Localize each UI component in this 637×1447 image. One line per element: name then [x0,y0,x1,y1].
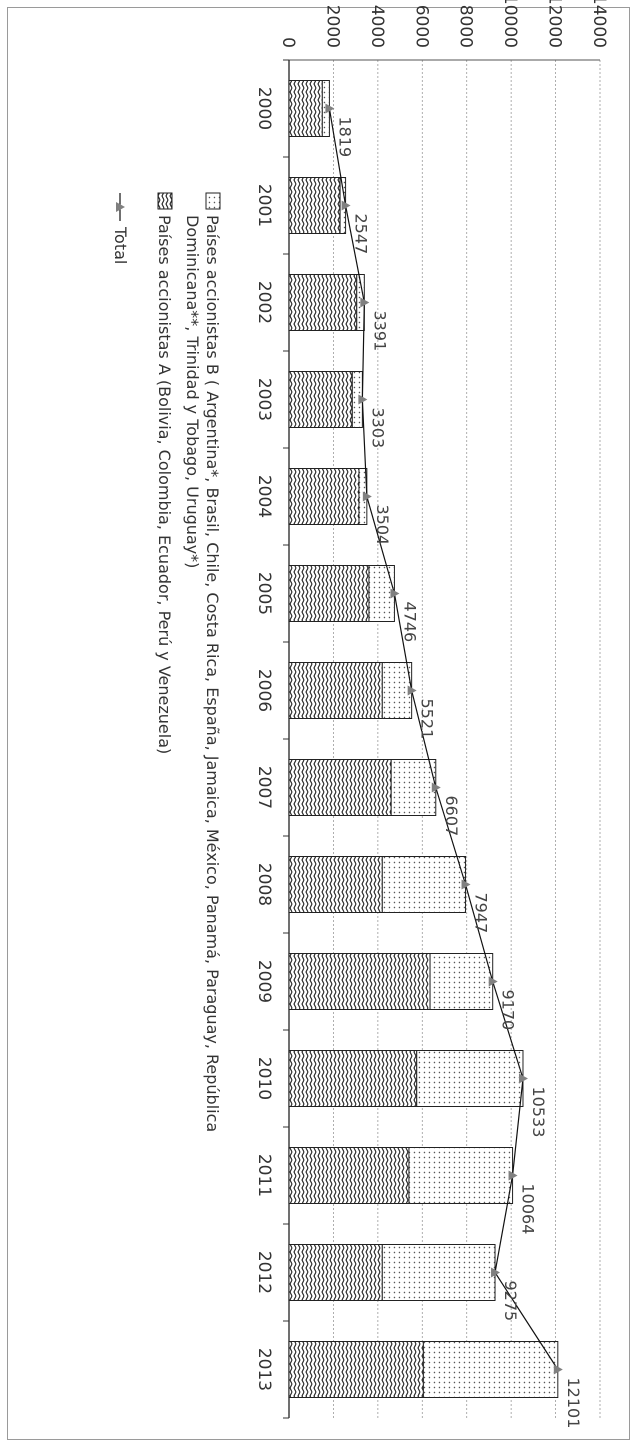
bar-a-2012 [288,1244,383,1301]
total-marker-2003 [358,394,368,405]
gridlines [333,60,601,1418]
data-label-2013: 12101 [564,1378,583,1429]
total-marker-2010 [518,1073,528,1084]
data-label-2000: 1819 [335,117,354,158]
y-tick-label-10000: 10000 [500,0,520,48]
bar-b-2013 [422,1341,559,1398]
data-label-2004: 3504 [373,505,392,546]
y-tick-label-8000: 8000 [456,5,476,48]
rotated-plot: 0 2000 4000 6000 8000 10000 12000 14000 2000 2001… [111,0,609,1428]
bar-b-2012 [381,1244,496,1301]
total-marker-2009 [488,976,498,987]
legend-text-dots-1: Dominicana**, Trinidad y Tobago, Uruguay… [183,215,202,568]
total-line-path [328,108,559,1370]
legend-swatch-dots [205,192,221,210]
total-marker-2004 [362,491,372,502]
data-label-2003: 3303 [368,408,387,449]
x-tick-label-2001: 2001 [254,184,274,227]
data-labels: 1819 2547 3391 3303 3504 4746 5521 6607 7947 9170… [335,117,582,1429]
legend-text-dots-0: Países accionistas B ( Argentina*, Brasi… [203,215,222,1132]
x-tick-label-2010: 2010 [254,1057,274,1100]
bar-b-2006 [381,662,413,719]
total-marker-2005 [390,588,400,599]
bar-a-2007 [288,759,392,816]
bar-a-2013 [288,1341,424,1398]
total-marker-2007 [431,782,441,793]
bar-a-2004 [288,468,360,525]
y-tick-label-12000: 12000 [545,0,565,48]
bar-b-2007 [390,759,437,816]
x-tick-label-2007: 2007 [254,766,274,809]
bar-a-2006 [288,662,383,719]
x-tick-label-2006: 2006 [254,669,274,712]
data-label-2008: 7947 [472,893,491,934]
x-tick-label-2000: 2000 [254,87,274,130]
total-marker-2001 [341,200,351,211]
bar-a-2010 [288,1050,418,1107]
y-tick-label-2000: 2000 [322,5,342,48]
total-line [325,103,563,1375]
data-label-2002: 3391 [370,311,389,352]
x-tick-label-2004: 2004 [254,475,274,518]
bar-a-2003 [288,371,353,428]
x-tick-label-2008: 2008 [254,863,274,906]
legend-marker-total [116,202,125,212]
bar-a-2002 [288,274,358,331]
y-tick-label-4000: 4000 [367,5,387,48]
total-marker-2006 [407,685,417,696]
legend-swatch-zigzag [157,192,173,210]
y-tick-label-0: 0 [278,37,298,48]
data-label-2006: 5521 [418,699,437,740]
x-tick-label-2012: 2012 [254,1251,274,1294]
bar-a-2009 [288,953,431,1010]
data-label-2010: 10533 [529,1087,548,1138]
x-tick-label-2002: 2002 [254,281,274,324]
data-label-2001: 2547 [352,214,371,255]
legend: Países accionistas B ( Argentina*, Brasi… [111,192,222,1132]
bar-b-2008 [381,856,467,913]
bar-a-2000 [288,80,323,137]
data-label-2009: 9170 [499,990,518,1031]
bar-a-2001 [288,177,341,234]
chart-frame [7,7,630,1440]
bar-b-2011 [408,1147,514,1204]
bar-b-2010 [416,1050,524,1107]
data-label-2012: 9275 [501,1281,520,1322]
bar-a-2008 [288,856,383,913]
total-marker-2008 [461,879,471,890]
total-marker-2002 [360,297,370,308]
x-tick-label-2005: 2005 [254,572,274,615]
total-marker-2013 [553,1364,563,1375]
x-tick-label-2003: 2003 [254,378,274,421]
bar-b-2009 [429,953,494,1010]
axes: 0 2000 4000 6000 8000 10000 12000 14000 2000 2001… [254,0,609,1419]
legend-text-line-0: Total [111,226,130,264]
data-label-2007: 6607 [442,796,461,837]
data-label-2011: 10064 [519,1184,538,1235]
x-tick-label-2009: 2009 [254,960,274,1003]
y-tick-label-6000: 6000 [411,5,431,48]
data-label-2005: 4746 [400,602,419,643]
x-tick-label-2011: 2011 [254,1154,274,1197]
bar-a-2005 [288,565,370,622]
y-tick-label-14000: 14000 [589,0,609,48]
total-marker-2000 [325,103,335,114]
total-marker-2011 [508,1170,518,1181]
legend-text-zigzag-0: Países accionistas A (Bolivia, Colombia,… [155,215,174,754]
total-marker-2012 [491,1267,501,1278]
x-tick-label-2013: 2013 [254,1348,274,1391]
bar-a-2011 [288,1147,410,1204]
